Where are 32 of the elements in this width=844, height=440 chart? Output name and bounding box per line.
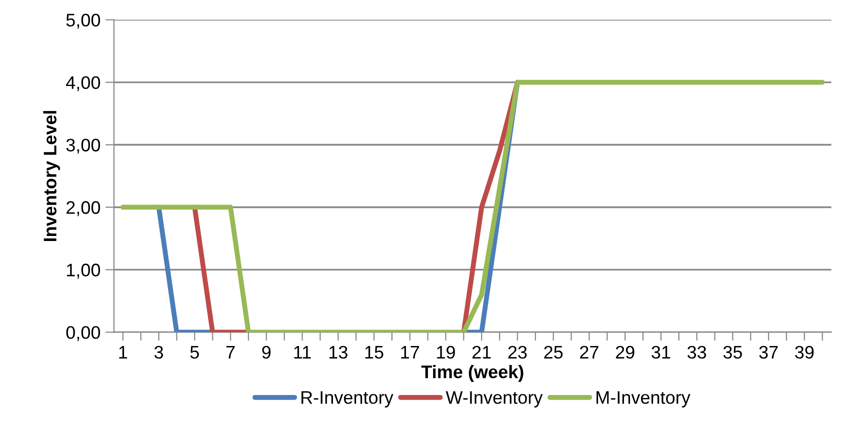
x-tick-label: 5: [190, 346, 199, 359]
x-tick-label: 33: [687, 346, 706, 359]
x-tick-label: 9: [262, 346, 271, 359]
x-tick-label: 19: [437, 346, 455, 359]
x-tick-label: 13: [329, 346, 348, 359]
y-tick-label: 0,00: [66, 326, 100, 342]
x-tick-label: 27: [580, 346, 598, 358]
line-series: [120, 80, 825, 332]
x-tick-label: 15: [365, 346, 384, 359]
x-tick-label: 7: [226, 346, 235, 358]
x-axis-title: Time (week): [421, 365, 524, 382]
x-tick-label: 37: [759, 346, 778, 359]
y-tick-label: 3,00: [66, 138, 100, 154]
x-tick-label: 11: [294, 346, 311, 358]
x-tick-label: 35: [723, 346, 742, 359]
x-tick-label: 29: [616, 346, 634, 359]
x-tick-label: 3: [154, 346, 164, 359]
x-tick-label: 17: [401, 346, 420, 358]
legend-label: W-Inventory: [446, 391, 543, 408]
x-tick-label: 25: [544, 346, 563, 359]
legend-label: R-Inventory: [302, 391, 394, 408]
x-tick-label: 23: [508, 346, 527, 359]
y-tick-label: 4,00: [66, 76, 100, 92]
y-tick-label: 2,00: [66, 201, 100, 216]
x-tick-label: 39: [795, 346, 814, 359]
y-tick-label: 1,00: [66, 264, 100, 279]
x-tick-label: 1: [119, 346, 128, 358]
y-axis-title: Inventory Level: [43, 111, 60, 242]
x-tick-label: 31: [652, 346, 670, 359]
x-tick-label: 21: [472, 346, 491, 358]
legend-label: M-Inventory: [596, 391, 690, 408]
y-tick-label: 5,00: [66, 14, 100, 29]
